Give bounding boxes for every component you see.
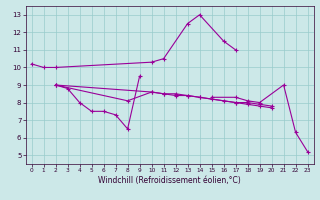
- X-axis label: Windchill (Refroidissement éolien,°C): Windchill (Refroidissement éolien,°C): [98, 176, 241, 185]
